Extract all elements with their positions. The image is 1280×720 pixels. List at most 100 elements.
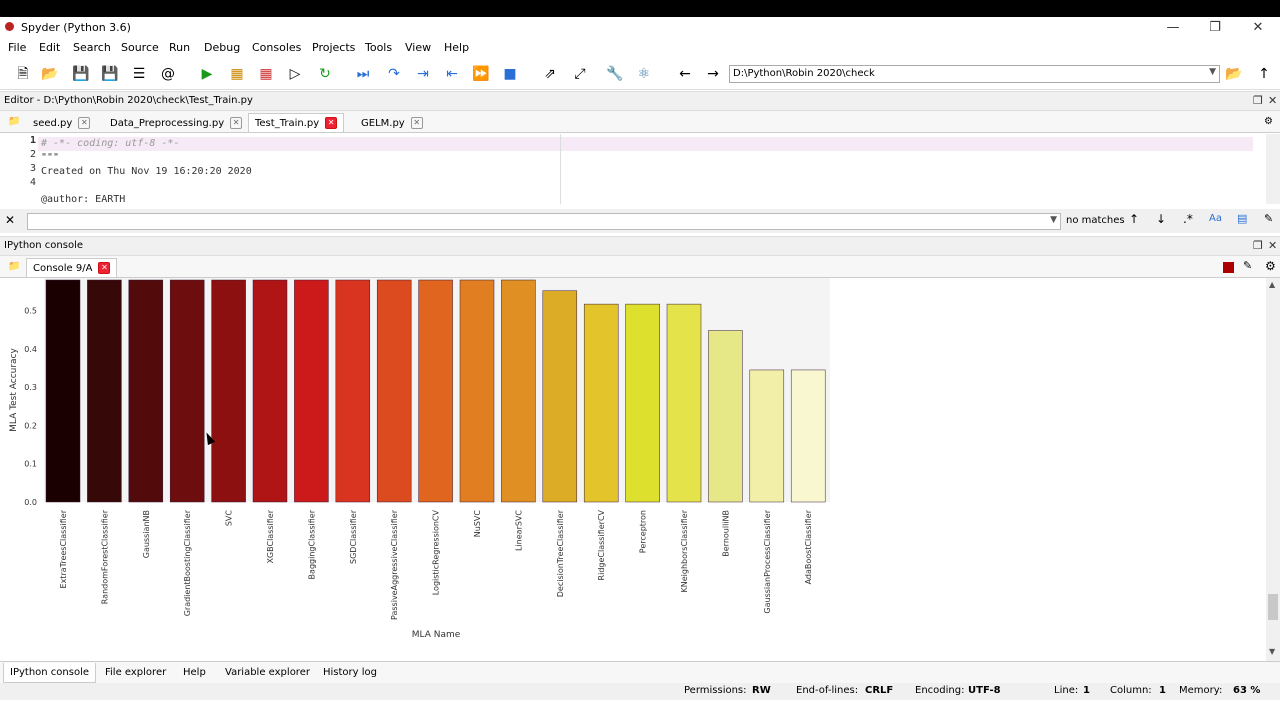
console-scrollbar[interactable]: ▲ ▼ (1266, 278, 1280, 661)
close-icon[interactable]: ✕ (325, 117, 338, 129)
browse-folder-icon[interactable]: 📂 (1225, 66, 1243, 82)
minimize-button[interactable]: — (1166, 20, 1180, 35)
menu-projects[interactable]: Projects (312, 41, 356, 54)
tab-data-preprocessing[interactable]: Data_Preprocessing.py ✕ (103, 113, 249, 132)
menu-file[interactable]: File (8, 41, 27, 54)
x-tick-label: BernoulliNB (721, 510, 730, 557)
close-icon[interactable]: ✕ (98, 262, 111, 274)
save-all-icon[interactable]: 💾 (101, 66, 119, 82)
menu-consoles[interactable]: Consoles (252, 41, 302, 54)
stop-kernel-icon[interactable] (1223, 262, 1234, 273)
scroll-up-icon[interactable]: ▲ (1269, 280, 1276, 289)
close-window-button[interactable]: ✕ (1252, 20, 1264, 35)
eol-value: CRLF (865, 685, 894, 696)
fullscreen-icon[interactable]: ⤢ (574, 66, 586, 82)
editor-scrollbar[interactable] (1266, 134, 1280, 204)
case-sensitive-icon[interactable]: Aa (1209, 213, 1222, 224)
find-bar: ✕ ▼ no matches ↑ ↓ .* Aa ▤ ✎ (0, 209, 1280, 233)
step-return-icon[interactable]: ⇤ (446, 66, 458, 82)
new-file-icon[interactable]: 🗎 (17, 66, 29, 82)
close-icon[interactable]: ✕ (410, 117, 423, 129)
run-cell-icon[interactable]: ▦ (230, 66, 244, 82)
console-output[interactable]: 0.0 0.1 0.2 0.3 0.4 0.5 ExtraTreesClassifier R… (0, 278, 1264, 660)
step-into-icon[interactable]: ⇥ (417, 66, 429, 82)
tab-test-train[interactable]: Test_Train.py ✕ (248, 113, 345, 132)
scroll-down-icon[interactable]: ▼ (1269, 647, 1276, 656)
forward-icon[interactable]: → (707, 66, 719, 82)
y-tick-label: 0.4 (24, 345, 37, 354)
menu-help[interactable]: Help (444, 41, 470, 54)
working-directory-field[interactable]: D:\Python\Robin 2020\check ▼ (729, 65, 1220, 83)
back-icon[interactable]: ← (679, 66, 691, 82)
chevron-down-icon[interactable]: ▼ (1209, 67, 1216, 77)
parent-dir-icon[interactable]: ↑ (1258, 66, 1270, 82)
close-pane-icon[interactable]: ✕ (1268, 94, 1278, 107)
close-pane-icon[interactable]: ✕ (1268, 239, 1278, 252)
browse-tabs-icon[interactable]: 📁 (8, 116, 21, 127)
gear-icon[interactable]: ⚙ (1264, 116, 1273, 127)
menu-view[interactable]: View (405, 41, 432, 54)
line-number: 1 (29, 135, 36, 146)
debug-icon[interactable]: ⏭ (356, 66, 370, 82)
tab-label: Console 9/A (33, 263, 93, 274)
code-line (41, 179, 252, 193)
gear-icon[interactable]: ⚙ (1265, 259, 1276, 273)
open-file-icon[interactable]: 📂 (41, 66, 59, 82)
menu-bar: File Edit Search Source Run Debug Consol… (0, 39, 1280, 58)
continue-icon[interactable]: ⏩ (472, 66, 490, 82)
chevron-down-icon[interactable]: ▼ (1050, 215, 1057, 225)
at-icon[interactable]: @ (161, 66, 175, 82)
window-title: Spyder (Python 3.6) (21, 21, 131, 34)
menu-source[interactable]: Source (121, 41, 159, 54)
menu-edit[interactable]: Edit (39, 41, 61, 54)
bar (625, 303, 660, 503)
save-icon[interactable]: 💾 (72, 66, 90, 82)
y-axis: 0.0 0.1 0.2 0.3 0.4 0.5 (24, 307, 37, 507)
scrollbar-thumb[interactable] (1268, 594, 1278, 620)
run-selection-icon[interactable]: ▷ (289, 66, 301, 82)
step-icon[interactable]: ↷ (388, 66, 400, 82)
preferences-icon[interactable]: 🔧 (606, 66, 624, 82)
x-tick-label: ExtraTreesClassifier (59, 509, 68, 588)
code-editor[interactable]: 1 2 3 4 # -*- coding: utf-8 -*- """ Crea… (0, 134, 1266, 204)
restore-button[interactable]: ❐ (1209, 20, 1221, 35)
tab-history-log[interactable]: History log (323, 667, 377, 678)
menu-run[interactable]: Run (169, 41, 191, 54)
eol-label: End-of-lines: (796, 685, 859, 696)
tab-seed[interactable]: seed.py ✕ (26, 113, 97, 132)
close-icon[interactable]: ✕ (230, 117, 243, 129)
y-axis-label: MLA Test Accuracy (9, 347, 19, 431)
tab-variable-explorer[interactable]: Variable explorer (225, 667, 310, 678)
tab-console[interactable]: Console 9/A ✕ (26, 258, 118, 277)
undock-icon[interactable]: ❐ (1253, 239, 1263, 252)
undock-icon[interactable]: ❐ (1253, 94, 1263, 107)
find-input[interactable]: ▼ (27, 213, 1061, 230)
find-status: no matches (1066, 215, 1125, 226)
find-previous-icon[interactable]: ↑ (1129, 212, 1140, 226)
regex-icon[interactable]: .* (1183, 212, 1193, 226)
list-icon[interactable]: ☰ (132, 66, 146, 82)
close-icon[interactable]: ✕ (78, 117, 91, 129)
whole-word-icon[interactable]: ▤ (1237, 212, 1248, 225)
stop-debug-icon[interactable]: ■ (503, 66, 517, 82)
find-next-icon[interactable]: ↓ (1156, 212, 1167, 226)
tab-help[interactable]: Help (183, 667, 206, 678)
tab-file-explorer[interactable]: File explorer (105, 667, 167, 678)
highlight-icon[interactable]: ✎ (1264, 212, 1274, 225)
bar-series (45, 279, 826, 503)
browse-tabs-icon[interactable]: 📁 (8, 261, 21, 272)
tab-ipython-console[interactable]: IPython console (3, 663, 97, 683)
close-find-icon[interactable]: ✕ (5, 213, 16, 227)
python-path-icon[interactable]: ⚛ (637, 66, 651, 82)
clear-console-icon[interactable]: ✎ (1243, 259, 1253, 272)
run-cell-advance-icon[interactable]: ▦ (259, 66, 273, 82)
menu-search[interactable]: Search (73, 41, 111, 54)
run-icon[interactable]: ▶ (201, 66, 213, 82)
rerun-icon[interactable]: ↻ (319, 66, 331, 82)
y-tick-label: 0.3 (24, 383, 37, 392)
tab-gelm[interactable]: GELM.py ✕ (354, 113, 430, 132)
menu-debug[interactable]: Debug (204, 41, 241, 54)
x-tick-label: BaggingClassifier (307, 509, 316, 579)
maximize-pane-icon[interactable]: ⇗ (544, 66, 556, 82)
menu-tools[interactable]: Tools (365, 41, 393, 54)
